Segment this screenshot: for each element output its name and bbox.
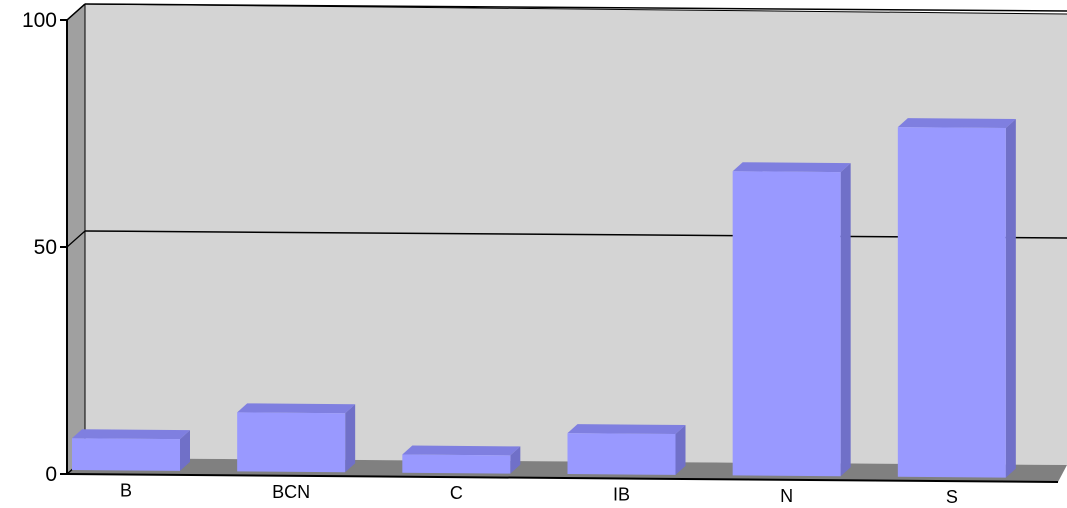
x-tick-label: B (120, 480, 132, 500)
y-tick-label: 0 (45, 463, 57, 486)
bar (898, 118, 1016, 477)
x-tick-label: N (780, 486, 793, 506)
y-tick-label: 100 (22, 9, 57, 32)
bar-front (72, 438, 180, 471)
y-tick-label: 50 (34, 236, 57, 259)
bar-top (237, 403, 355, 413)
bar-side (345, 404, 355, 472)
x-tick-label: S (946, 487, 958, 507)
x-tick-labels: B BCN C IB N S (120, 480, 958, 507)
bar-front (568, 433, 676, 475)
x-tick-label: IB (613, 484, 630, 504)
x-tick-label: BCN (272, 482, 310, 502)
bar-front (733, 171, 841, 476)
y-ticks: 0 50 100 (22, 9, 67, 486)
bar-top (402, 446, 520, 456)
bar-front (898, 127, 1006, 477)
bar (568, 424, 686, 475)
bar-front (237, 412, 345, 472)
bar-top (568, 424, 686, 434)
bar-side (1006, 119, 1016, 478)
x-tick-label: C (450, 483, 463, 503)
bar (733, 162, 851, 476)
bar-side (841, 163, 851, 476)
bar-top (898, 118, 1016, 128)
bar (237, 403, 355, 472)
bar-top (733, 162, 851, 172)
bar-top (72, 429, 190, 439)
bar (72, 429, 190, 471)
bar-front (402, 455, 510, 474)
bar (402, 446, 520, 474)
